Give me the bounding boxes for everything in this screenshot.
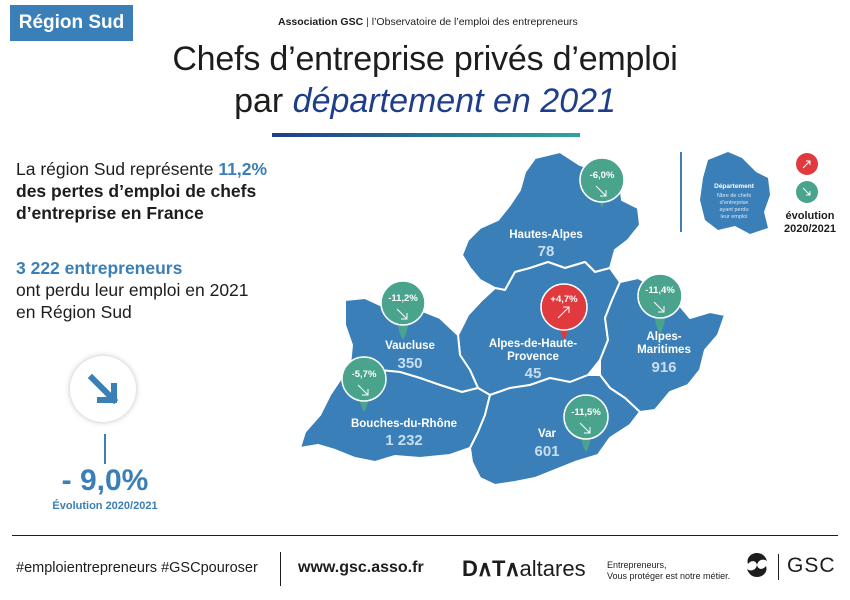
dept-label-bouches-du-rhone: Bouches-du-Rhône — [351, 418, 457, 430]
bubble-hautes-alpes: -6,0% — [579, 157, 625, 208]
dept-label-alpes-maritimes-2: Maritimes — [637, 344, 691, 356]
bubble-var: -11,5% — [563, 394, 609, 452]
stat-share-prefix: La région Sud représente — [16, 159, 219, 179]
legend-department-shape — [700, 152, 770, 234]
legend-evolution-line1: évolution — [785, 210, 835, 222]
bubble-value-vaucluse: -11,2% — [388, 293, 418, 304]
overall-evolution-label: Évolution 2020/2021 — [52, 500, 158, 512]
header-separator: | — [366, 16, 369, 28]
dept-value-hautes-alpes: 78 — [538, 243, 555, 260]
legend-dept-line4: leur emploi — [721, 214, 748, 220]
bubble-value-alpes-de-haute-provence: +4,7% — [550, 294, 578, 305]
gsc-separator — [778, 554, 779, 580]
footer-divider — [12, 535, 838, 536]
bubble-value-alpes-maritimes: -11,4% — [645, 285, 675, 296]
footer-hashtags: #emploientrepreneurs #GSCpouroser — [16, 560, 258, 576]
legend: Département Nbre de chefs d’entreprise a… — [700, 152, 818, 234]
legend-divider — [680, 152, 682, 232]
tagline-line2: Vous protéger est notre métier. — [607, 571, 731, 581]
title-underline — [272, 133, 580, 137]
stat-count-line2: ont perdu leur emploi en 2021 — [16, 280, 249, 300]
bubble-alpes-de-haute-provence: +4,7% — [540, 283, 588, 340]
region-badge: Région Sud — [10, 5, 133, 41]
stat-share-line2: des pertes d’emploi de chefs — [16, 181, 257, 201]
footer-website-link[interactable]: www.gsc.asso.fr — [298, 559, 424, 576]
stat-share: La région Sud représente 11,2% des perte… — [16, 158, 306, 224]
dept-value-alpes-maritimes: 916 — [651, 359, 676, 376]
dept-shape-alpes-maritimes[interactable] — [599, 277, 726, 413]
stat-share-value: 11,2% — [218, 159, 268, 179]
title-prefix: par — [234, 82, 293, 120]
altares-logo: D∧T∧altares — [462, 556, 586, 582]
dept-value-var: 601 — [534, 443, 559, 460]
observatory-name: l’Observatoire de l’emploi des entrepren… — [371, 16, 578, 28]
dept-label-vaucluse: Vaucluse — [385, 340, 435, 352]
gsc-logo-icon — [747, 553, 767, 577]
stat-count-value: 3 222 entrepreneurs — [16, 258, 183, 278]
dept-value-alpes-de-haute-provence: 45 — [525, 365, 542, 382]
bubble-value-var: -11,5% — [571, 407, 601, 418]
bubble-value-hautes-alpes: -6,0% — [590, 170, 615, 181]
legend-dept-line1: Nbre de chefs — [717, 193, 751, 199]
legend-evolution-line2: 2020/2021 — [784, 223, 836, 235]
legend-dept-line3: ayant perdu — [719, 207, 748, 213]
page-title-line1: Chefs d’entreprise privés d’emploi — [172, 40, 678, 78]
overall-evolution-value: - 9,0% — [61, 464, 149, 497]
bubble-alpes-maritimes: -11,4% — [637, 273, 683, 334]
footer-tagline: Entrepreneurs, Vous protéger est notre m… — [607, 560, 730, 582]
bubble-bouches-du-rhone: -5,7% — [341, 356, 387, 412]
stat-count: 3 222 entrepreneurs ont perdu leur emplo… — [16, 257, 306, 323]
bubble-value-bouches-du-rhone: -5,7% — [352, 369, 377, 380]
dept-label-hautes-alpes: Hautes-Alpes — [509, 229, 583, 241]
arrow-down-right-icon — [70, 356, 136, 422]
organization-name: Association GSC — [278, 16, 364, 28]
stat-share-line3: d’entreprise en France — [16, 203, 204, 223]
dept-label-var: Var — [538, 428, 556, 440]
evolution-connector — [104, 434, 106, 464]
dept-label-alpes-de-haute-provence-2: Provence — [507, 351, 559, 363]
gsc-brand: GSC — [787, 554, 836, 577]
altares-mark: D∧T∧ — [462, 556, 521, 581]
legend-dept-title: Département — [714, 183, 755, 190]
bubble-vaucluse: -11,2% — [380, 280, 426, 340]
altares-name: altares — [519, 556, 586, 581]
tagline-line1: Entrepreneurs, — [607, 560, 667, 570]
dept-value-bouches-du-rhone: 1 232 — [385, 432, 423, 449]
dept-label-alpes-maritimes-1: Alpes- — [646, 331, 681, 343]
dept-value-vaucluse: 350 — [397, 355, 422, 372]
stat-count-line3: en Région Sud — [16, 302, 132, 322]
page-title-line2: par département en 2021 — [0, 82, 850, 121]
legend-dept-line2: d’entreprise — [720, 200, 749, 206]
dept-label-alpes-de-haute-provence-1: Alpes-de-Haute- — [489, 338, 577, 350]
title-emphasis: département en 2021 — [292, 82, 616, 120]
footer-separator — [280, 552, 281, 586]
header-organization: Association GSC | l’Observatoire de l’em… — [278, 16, 578, 28]
legend-evolution-label: évolution 2020/2021 — [770, 210, 850, 236]
